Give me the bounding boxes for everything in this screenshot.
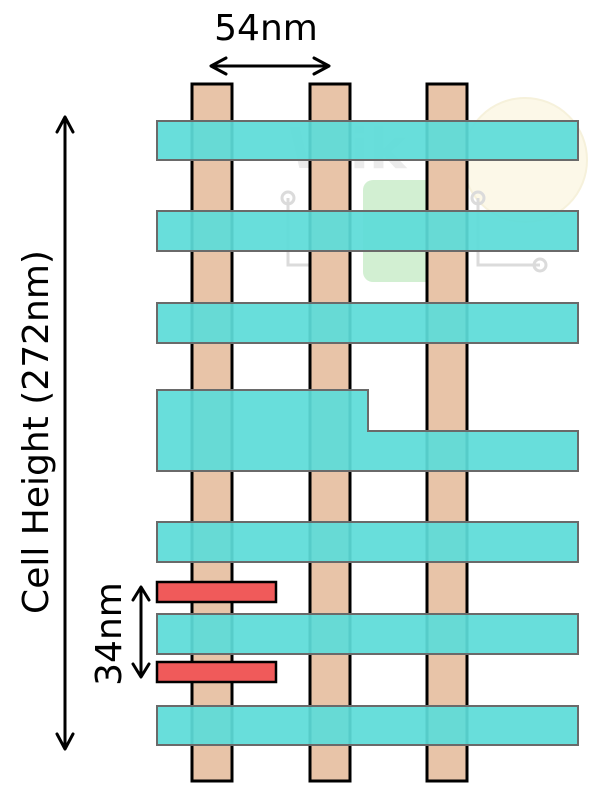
metal-track-6: [156, 613, 579, 655]
double-arrow-vertical-icon: [55, 115, 75, 751]
gate-pitch-label: 54nm: [214, 8, 318, 49]
double-arrow-vertical-small-icon: [131, 585, 151, 679]
cell-height-dimension: Cell Height (272nm): [16, 115, 75, 751]
metal-track-4-stepped: [156, 389, 579, 472]
metal-track-3: [156, 302, 579, 344]
metal-pitch-label: 34nm: [89, 582, 130, 686]
metal-track-7: [156, 705, 579, 746]
metal-pitch-dimension: 34nm: [89, 582, 151, 686]
via-marker-top: [155, 580, 278, 604]
metal-track-2: [156, 210, 579, 252]
cell-height-label: Cell Height (272nm): [16, 250, 57, 614]
double-arrow-horizontal-icon: [209, 56, 331, 76]
metal-tracks: [156, 120, 579, 746]
metal-track-5: [156, 521, 579, 563]
via-marker-bottom: [155, 660, 278, 684]
metal-track-1: [156, 120, 579, 161]
via-markers: [155, 580, 278, 684]
gate-pitch-dimension: 54nm: [209, 8, 331, 76]
